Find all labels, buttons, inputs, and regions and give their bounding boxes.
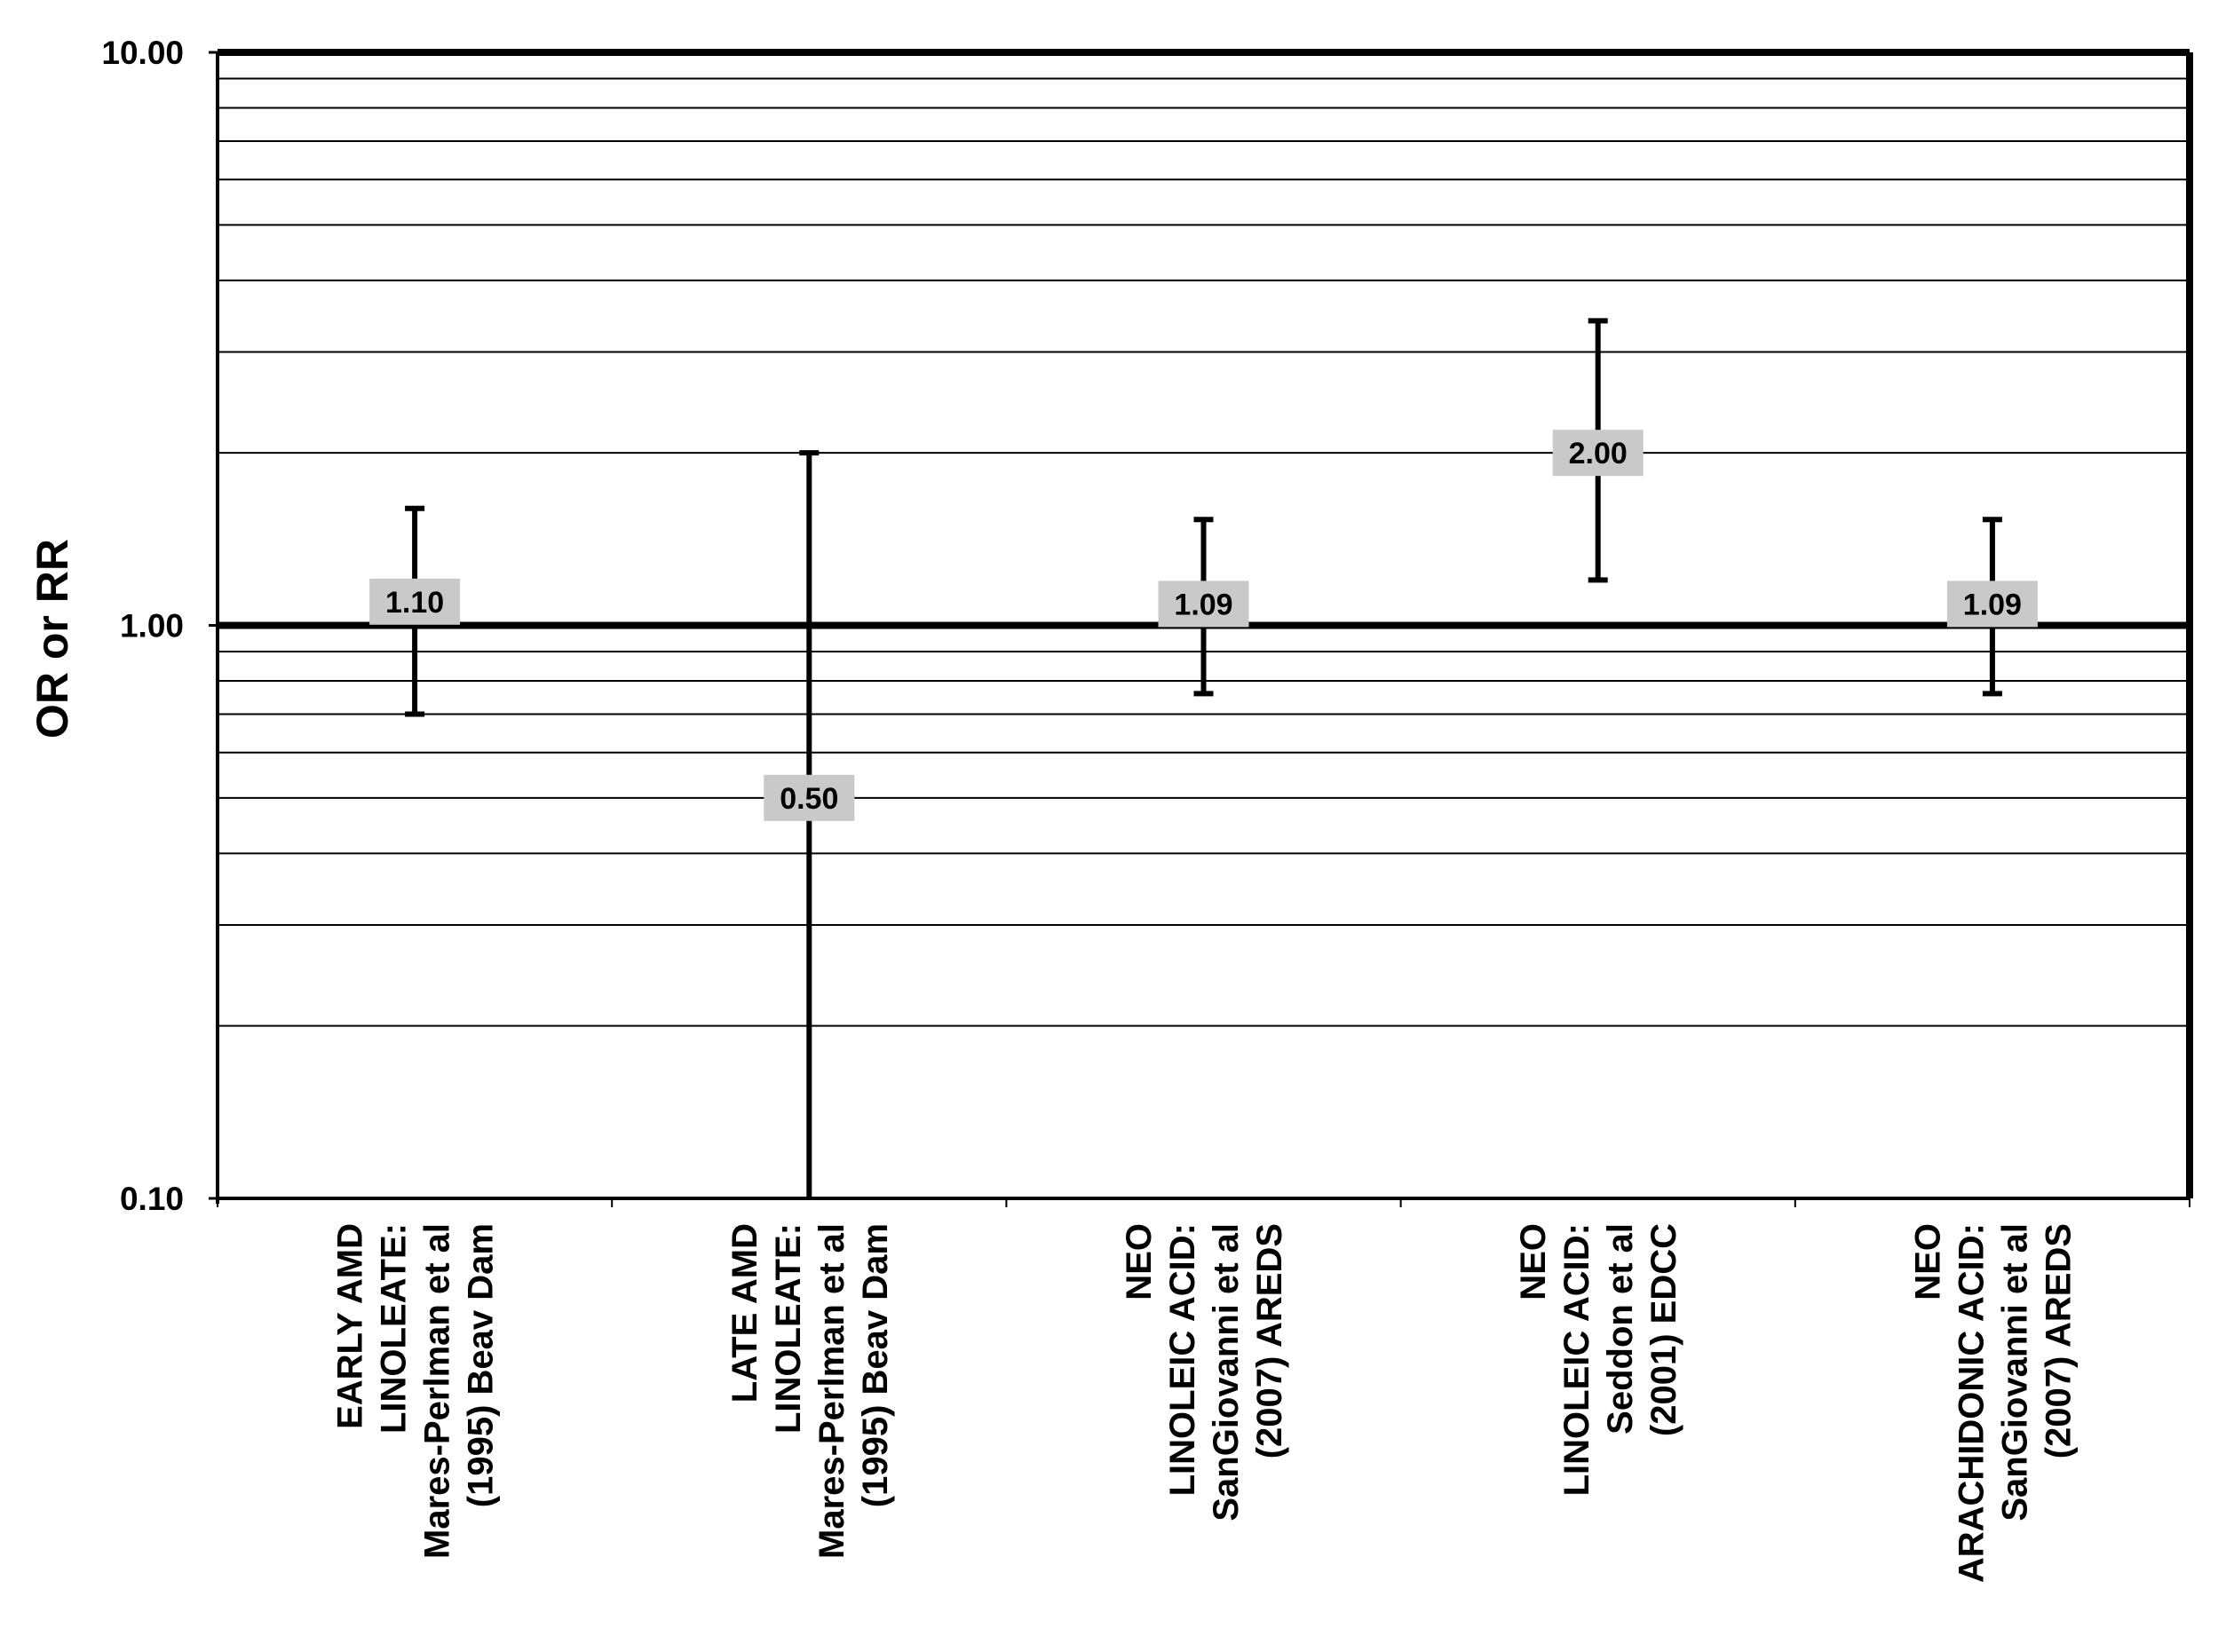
x-category-label-line: Mares-Perlman et al [418, 1223, 457, 1559]
x-category-label-line: (2007) AREDS [1250, 1223, 1289, 1458]
x-category-label-line: SanGiovanni et al [1207, 1223, 1246, 1522]
x-category-label-line: Seddon et al [1601, 1223, 1640, 1435]
x-category-label-line: LINOLEIC ACID: [1557, 1223, 1596, 1496]
data-label-box [369, 578, 461, 625]
x-category-label-line: Mares-Perlman et al [812, 1223, 852, 1559]
x-category-labels: EARLY AMD LINOLEATE: Mares-Perlman et al (1… [331, 1223, 2079, 1583]
x-category-label-line: LINOLEATE: [769, 1223, 808, 1434]
data-label-box [1158, 581, 1249, 628]
y-tick-label: 1.00 [120, 608, 184, 644]
x-category-label-line: (1995) Beav Dam [462, 1223, 501, 1507]
x-category-label-line: NEO [1514, 1223, 1553, 1300]
data-label: 0.50 [780, 782, 838, 816]
x-category-label-line: ARACHIDONIC ACID: [1952, 1223, 1991, 1583]
x-category-label-line: SanGiovanni et al [1995, 1223, 2034, 1522]
data-label: 1.09 [1963, 588, 2022, 621]
x-category-label-line: NEO [1908, 1223, 1947, 1300]
x-category-label: LATE AMD LINOLEATE: Mares-Perlman et al (19… [725, 1223, 895, 1559]
x-category-label-line: LINOLEIC ACID: [1163, 1223, 1202, 1496]
gridlines [218, 77, 2190, 1027]
x-category-label: NEO LINOLEIC ACID: SanGiovanni et al (2007)… [1120, 1223, 1289, 1522]
x-category-label: NEO LINOLEIC ACID: Seddon et al (2001) EDCC [1514, 1223, 1683, 1496]
y-tick-label: 0.10 [120, 1181, 184, 1217]
x-category-label-line: LATE AMD [725, 1223, 764, 1403]
y-tick-label: 10.00 [101, 35, 184, 71]
data-label: 1.09 [1174, 588, 1232, 621]
data-label-box [1552, 430, 1644, 477]
x-category-label: NEO ARACHIDONIC ACID: SanGiovanni et al (20… [1908, 1223, 2078, 1583]
x-category-label-line: LINOLEATE: [375, 1223, 414, 1434]
x-category-label-line: NEO [1120, 1223, 1159, 1300]
x-category-label-line: (1995) Beav Dam [856, 1223, 895, 1507]
x-category-label: EARLY AMD LINOLEATE: Mares-Perlman et al (1… [331, 1223, 501, 1559]
x-category-label-line: (2007) AREDS [2039, 1223, 2078, 1458]
data-label: 2.00 [1569, 437, 1628, 470]
x-category-label-line: (2001) EDCC [1644, 1223, 1683, 1436]
y-tick-labels: 0.10 1.00 10.00 [101, 35, 184, 1217]
error-bars: 1.10 0.50 1.09 2.00 1.09 [369, 318, 2038, 1198]
data-label-box [764, 774, 855, 821]
y-axis-label: OR or RR [28, 539, 77, 739]
data-label: 1.10 [385, 586, 444, 620]
data-label-box [1946, 581, 2038, 628]
x-category-label-line: EARLY AMD [331, 1223, 370, 1429]
